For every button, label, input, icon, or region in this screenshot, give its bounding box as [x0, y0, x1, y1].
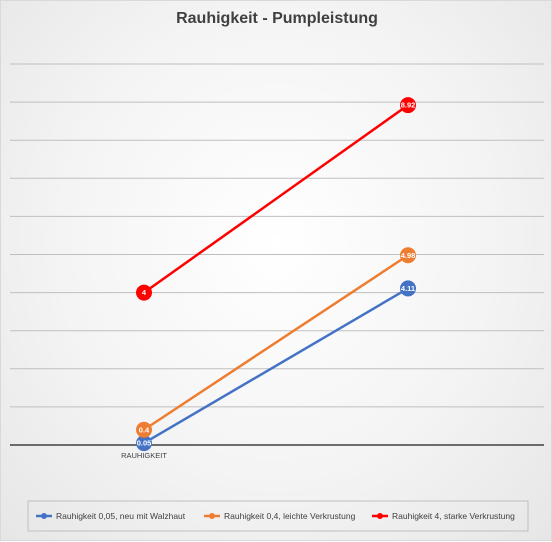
chart-title: Rauhigkeit - Pumpleistung — [176, 10, 378, 27]
series-2-marker — [136, 421, 152, 438]
series-2-data-label: 4.98 — [401, 251, 416, 260]
series-3-data-label: 8.92 — [401, 101, 416, 110]
legend: Rauhigkeit 0,05, neu mit Walzhaut Rauhigk… — [36, 511, 515, 521]
series-1-legend-marker — [41, 513, 47, 519]
series-3-legend-marker — [377, 513, 383, 519]
series-1-line — [143, 287, 409, 445]
series-2-marker — [400, 247, 416, 264]
series-1-marker — [136, 435, 152, 452]
series-1-legend-label: Rauhigkeit 0,05, neu mit Walzhaut — [56, 511, 186, 521]
series-3-line — [143, 104, 409, 294]
series-2-data-label: 0.4 — [139, 425, 150, 434]
series-2-line — [143, 254, 409, 431]
series-2-legend-marker — [209, 513, 215, 519]
series-3-marker — [400, 97, 416, 114]
series-3-legend-label: Rauhigkeit 4, starke Verkrustung — [392, 511, 515, 521]
series-1-data-label: 0.05 — [137, 439, 152, 448]
series-1-data-label: 4.11 — [401, 284, 415, 293]
x-tick-label: RAUHIGKEIT — [121, 451, 167, 460]
series-1-marker — [400, 280, 416, 297]
series-3-data-label: 4 — [142, 288, 147, 297]
series-3-marker — [136, 284, 152, 301]
legend-box — [27, 500, 529, 532]
series-2-legend-label: Rauhigkeit 0,4, leichte Verkrustung — [224, 511, 356, 521]
series-layer: 0.05 4.11 0.4 4.98 4 8.92 — [136, 97, 416, 452]
grid-lines — [10, 63, 544, 408]
